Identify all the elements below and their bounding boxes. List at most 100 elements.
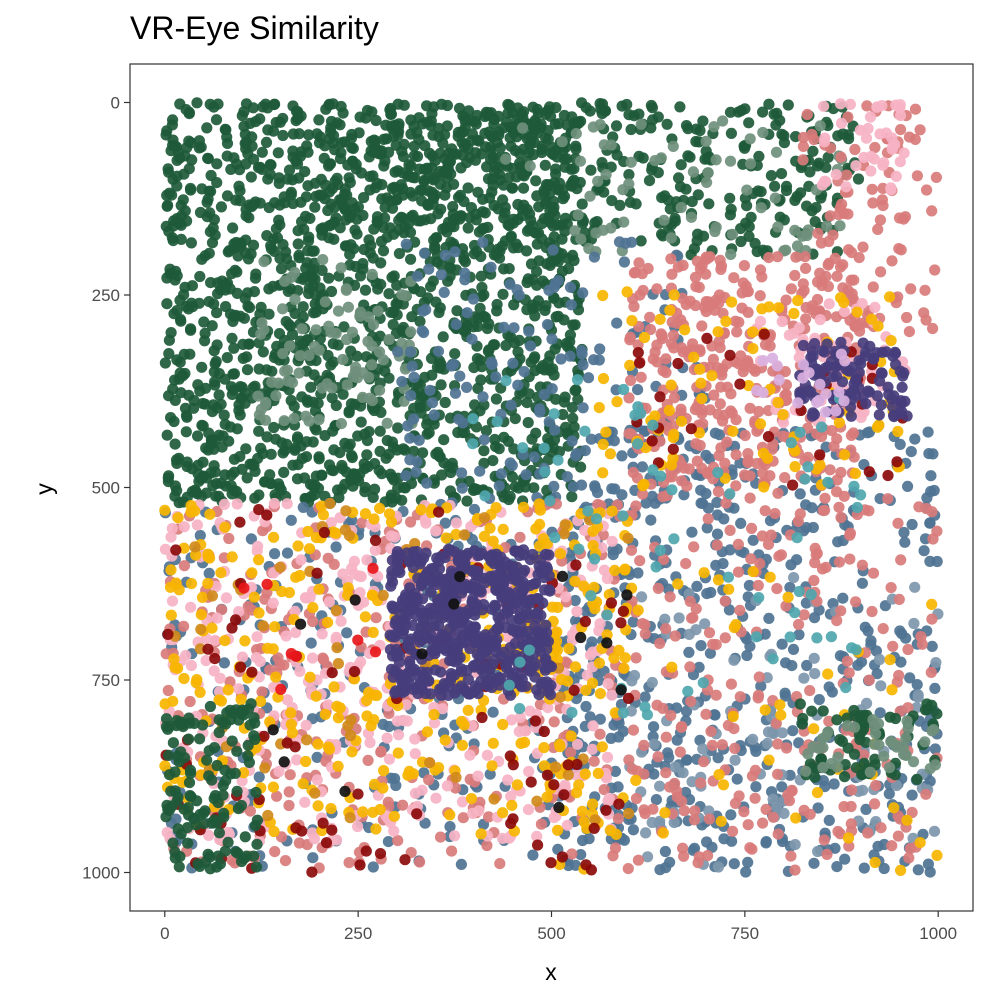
data-point [253,489,265,501]
data-point [572,393,584,405]
data-point [367,861,379,873]
data-point [178,672,190,685]
data-point [867,567,880,579]
data-point [460,316,472,328]
data-point [331,172,343,184]
data-point [774,114,786,126]
data-point [831,615,843,627]
data-point [256,686,268,698]
data-point [921,492,933,504]
data-point [587,798,599,810]
data-point [366,589,379,601]
data-point [507,213,519,225]
data-point [269,621,281,633]
data-point [605,222,617,234]
data-point [804,685,816,697]
data-point [441,120,453,132]
data-point [175,387,187,399]
data-point [450,517,463,529]
data-point [747,733,759,745]
data-point [523,765,535,778]
data-point [518,366,530,378]
data-point [702,167,714,179]
data-point [446,143,458,155]
data-point [886,840,898,852]
data-point [455,210,467,222]
data-point [163,348,175,360]
data-point [875,680,887,692]
data-point [869,798,881,810]
data-point [690,135,702,148]
data-point [449,830,461,842]
data-point [235,693,247,706]
data-point [814,314,826,326]
data-point [659,613,671,625]
data-point [506,182,518,194]
data-point [448,358,460,370]
data-point [279,855,292,867]
data-point [449,348,461,360]
data-point [208,345,220,357]
data-point [431,232,443,244]
data-point [526,220,539,232]
data-point [409,787,421,800]
data-point [691,455,703,467]
data-point [676,342,688,354]
data-point [371,689,383,702]
data-point [441,780,453,792]
data-point [914,124,926,136]
data-point [657,365,669,377]
data-point [774,211,786,223]
data-point [835,151,847,163]
data-point [521,203,533,216]
data-point [208,298,220,310]
data-point [364,170,376,183]
data-point [159,504,171,516]
data-point [528,482,540,494]
data-point [323,99,335,111]
data-point [522,417,534,429]
data-point [166,232,178,244]
data-point [256,317,268,329]
data-points [159,97,944,878]
data-point [809,542,821,555]
data-point [161,200,173,212]
data-point [909,581,921,593]
data-point [438,286,450,298]
data-point [486,760,498,772]
data-point [277,447,289,459]
data-point [865,635,877,647]
data-point [306,245,318,257]
data-point [307,852,319,864]
data-point [287,459,299,471]
data-point [696,260,708,272]
data-point [270,390,282,402]
data-point [165,564,177,576]
data-point [711,528,724,540]
data-point [648,721,660,733]
data-point [567,412,579,424]
data-point [289,266,301,279]
data-point [253,607,265,619]
data-point [462,222,474,234]
data-point [814,120,826,132]
data-point [606,505,618,517]
data-point [724,155,737,167]
data-point [625,123,637,136]
data-point [644,311,656,323]
data-point [469,399,481,411]
data-point [313,114,325,126]
data-point [602,678,614,690]
data-point [456,482,468,494]
data-point [298,472,311,484]
data-point [654,864,666,876]
data-point [325,126,337,138]
data-point [211,307,223,319]
data-point [876,194,889,206]
data-point [536,146,548,159]
data-point [319,193,331,205]
data-point [475,374,487,386]
data-point [767,793,779,805]
data-point [166,595,179,607]
data-point [375,745,387,758]
